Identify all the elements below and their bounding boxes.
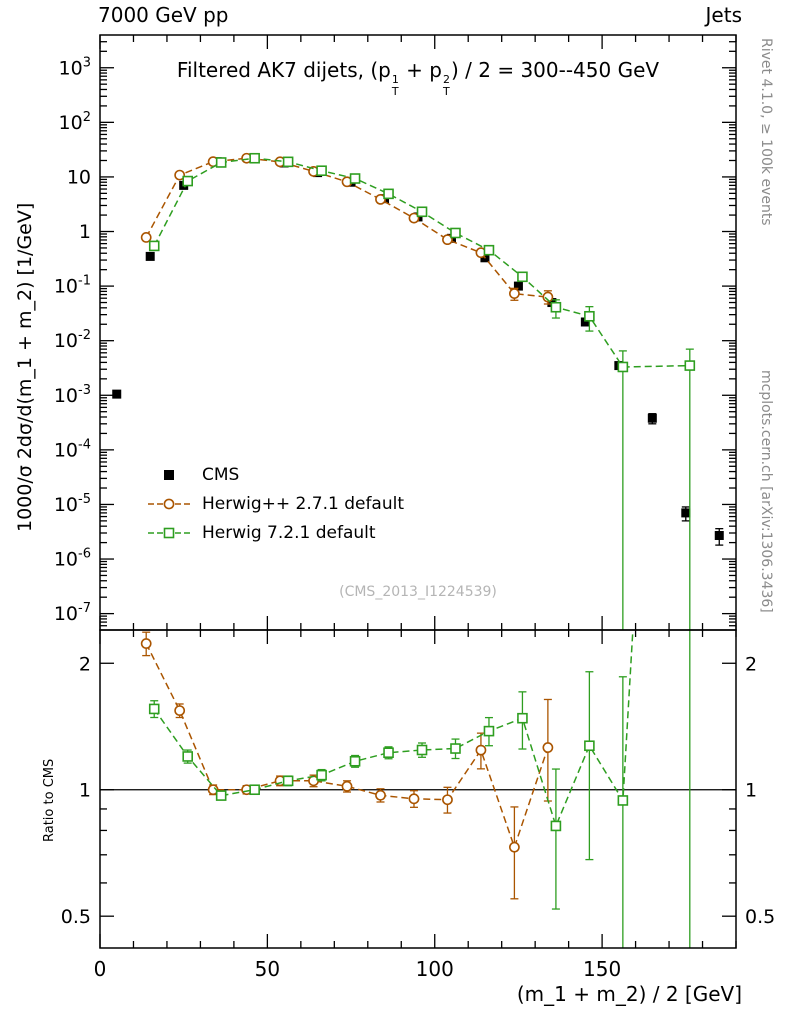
svg-text:50: 50 xyxy=(255,957,280,981)
svg-text:102: 102 xyxy=(59,110,91,134)
svg-text:0.5: 0.5 xyxy=(61,906,91,928)
legend-label-herwig7: Herwig 7.2.1 default xyxy=(202,523,376,543)
legend-label-cms: CMS xyxy=(202,465,240,485)
svg-text:2: 2 xyxy=(79,653,91,675)
legend-item-cms: CMS xyxy=(146,464,404,486)
beam-energy-label: 7000 GeV pp xyxy=(98,3,229,27)
svg-text:10-6: 10-6 xyxy=(54,547,91,571)
svg-text:10-7: 10-7 xyxy=(54,601,91,625)
svg-text:0.5: 0.5 xyxy=(745,906,775,928)
pt1-sup: 1 xyxy=(391,73,399,87)
ratio-y-axis-label: Ratio to CMS xyxy=(42,758,57,842)
svg-text:10: 10 xyxy=(67,166,91,188)
mcplots-reference-label: mcplots.cern.ch [arXiv:1306.3436] xyxy=(758,370,774,613)
legend: CMS Herwig++ 2.7.1 default Herwig 7.2.1 … xyxy=(146,464,404,544)
svg-text:10-3: 10-3 xyxy=(54,383,91,407)
plot-title: Filtered AK7 dijets, (p 1 T + p 2 T) / 2 = 3… xyxy=(100,58,736,97)
svg-text:150: 150 xyxy=(583,957,621,981)
title-post: ) / 2 = 300--450 GeV xyxy=(451,58,660,82)
svg-text:103: 103 xyxy=(59,55,91,79)
process-label: Jets xyxy=(705,3,742,27)
y-axis-label: 1000/σ 2dσ/d(m_1 + m_2) [1/GeV] xyxy=(14,202,36,532)
svg-text:10-5: 10-5 xyxy=(54,492,91,516)
herwig7-marker-icon xyxy=(146,524,192,542)
pt2-sup: 2 xyxy=(443,73,450,87)
svg-text:10-2: 10-2 xyxy=(54,328,91,352)
pt2-sub: T xyxy=(443,84,450,98)
legend-item-herwig7: Herwig 7.2.1 default xyxy=(146,522,404,544)
pt1-sub: T xyxy=(391,84,399,98)
rivet-version-label: Rivet 4.1.0, ≥ 100k events xyxy=(758,38,774,226)
cms-marker-icon xyxy=(146,466,192,484)
x-axis-label: (m_1 + m_2) / 2 [GeV] xyxy=(516,982,742,1006)
svg-text:100: 100 xyxy=(416,957,454,981)
title-mid: + p xyxy=(399,58,442,82)
svg-text:10-1: 10-1 xyxy=(54,274,91,298)
svg-text:2: 2 xyxy=(745,653,757,675)
svg-text:0: 0 xyxy=(94,957,107,981)
svg-text:1: 1 xyxy=(745,780,757,802)
title-pre: Filtered AK7 dijets, (p xyxy=(176,58,391,82)
analysis-id-watermark: (CMS_2013_I1224539) xyxy=(339,584,497,600)
herwigpp-marker-icon xyxy=(146,495,192,513)
legend-item-herwigpp: Herwig++ 2.7.1 default xyxy=(146,493,404,515)
svg-text:1: 1 xyxy=(79,780,91,802)
svg-text:1: 1 xyxy=(79,221,91,243)
svg-text:10-4: 10-4 xyxy=(54,437,91,461)
legend-label-herwigpp: Herwig++ 2.7.1 default xyxy=(202,494,405,514)
